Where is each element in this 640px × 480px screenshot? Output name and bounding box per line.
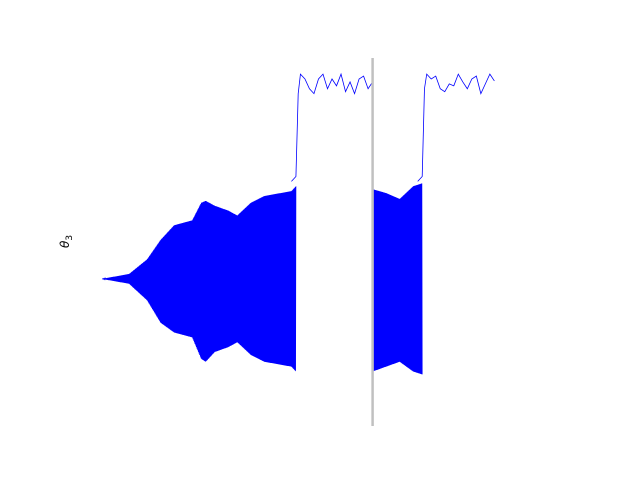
y-axis-symbol: θ [58,240,72,248]
series-oscillation-1 [101,186,297,372]
y-axis-subscript: 3 [65,235,75,241]
series-upper-trace-2 [417,73,495,182]
series-oscillation-2 [372,183,423,375]
y-axis-label: θ3 [58,235,75,248]
series-upper-trace-1 [291,72,373,182]
